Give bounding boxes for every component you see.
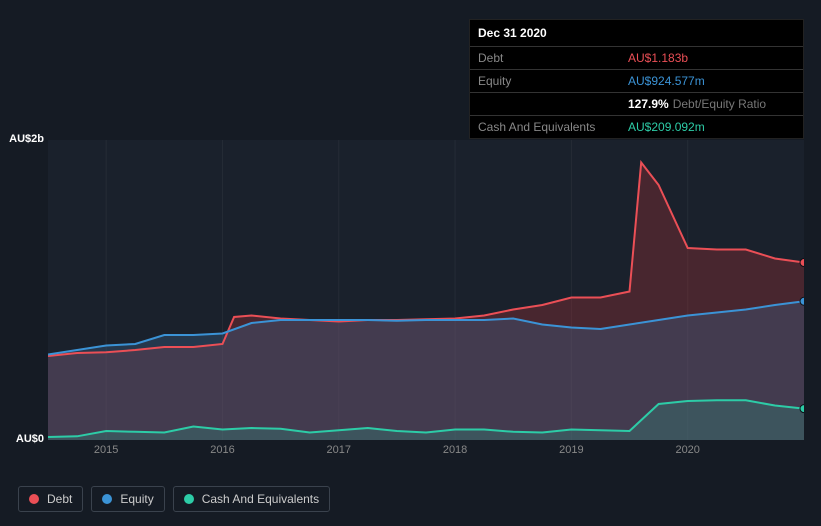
y-axis-label: AU$2b	[4, 133, 44, 145]
debt-equity-chart: AU$2bAU$0 201520162017201820192020	[18, 120, 804, 470]
tooltip-row-value: AU$209.092m	[628, 120, 705, 134]
legend-dot-icon	[102, 494, 112, 504]
tooltip-row-value: AU$924.577m	[628, 74, 705, 88]
legend-label: Equity	[120, 492, 153, 506]
chart-legend: Debt Equity Cash And Equivalents	[18, 486, 330, 512]
tooltip-date: Dec 31 2020	[470, 20, 803, 47]
x-axis-label: 2020	[675, 444, 699, 456]
chart-x-axis: 2015 2016 2017 2018 2019 2020	[48, 440, 804, 460]
legend-dot-icon	[29, 494, 39, 504]
tooltip-row-label: Equity	[478, 74, 628, 88]
x-axis-label: 2015	[94, 444, 118, 456]
chart-plot-area[interactable]	[48, 140, 804, 440]
series-endpoint-cash-and-equivalents	[800, 405, 804, 413]
x-axis-label: 2019	[559, 444, 583, 456]
series-endpoint-debt	[800, 259, 804, 267]
tooltip-row-label: Debt	[478, 51, 628, 65]
legend-item-equity[interactable]: Equity	[91, 486, 164, 512]
legend-label: Cash And Equivalents	[202, 492, 319, 506]
x-axis-label: 2017	[327, 444, 351, 456]
tooltip-row: Cash And EquivalentsAU$209.092m	[470, 116, 803, 138]
x-axis-label: 2018	[443, 444, 467, 456]
legend-label: Debt	[47, 492, 72, 506]
tooltip-row-value: AU$1.183b	[628, 51, 688, 65]
legend-item-debt[interactable]: Debt	[18, 486, 83, 512]
x-axis-label: 2016	[210, 444, 234, 456]
tooltip-row-label: Cash And Equivalents	[478, 120, 628, 134]
tooltip-row: 127.9%Debt/Equity Ratio	[470, 93, 803, 116]
y-axis-label: AU$0	[4, 433, 44, 445]
series-endpoint-equity	[800, 297, 804, 305]
tooltip-row: EquityAU$924.577m	[470, 70, 803, 93]
chart-tooltip: Dec 31 2020 DebtAU$1.183bEquityAU$924.57…	[469, 19, 804, 139]
tooltip-row-label	[478, 97, 628, 111]
legend-dot-icon	[184, 494, 194, 504]
tooltip-row-value: 127.9%Debt/Equity Ratio	[628, 97, 766, 111]
tooltip-row: DebtAU$1.183b	[470, 47, 803, 70]
chart-svg	[48, 140, 804, 440]
legend-item-cash-and-equivalents[interactable]: Cash And Equivalents	[173, 486, 330, 512]
